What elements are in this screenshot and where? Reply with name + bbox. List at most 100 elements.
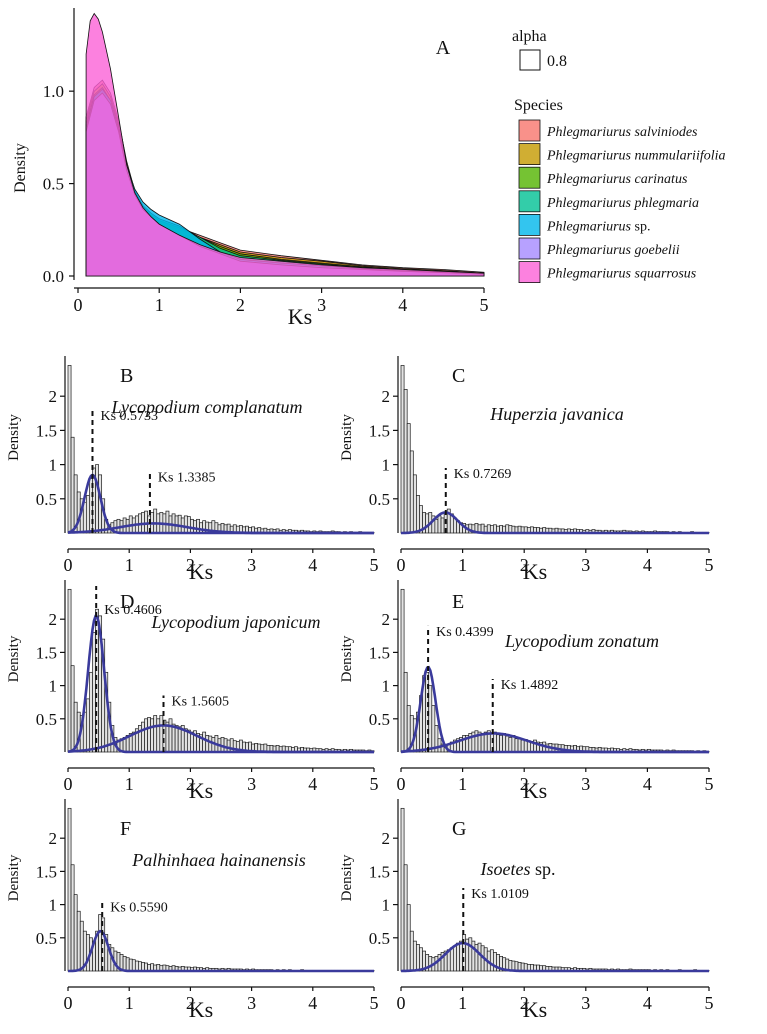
histogram-bar: [400, 807, 405, 972]
panel-a-x-tick-label-2: 2: [236, 295, 245, 315]
histogram-bar: [168, 718, 173, 753]
histogram-bar: [79, 920, 84, 972]
x-tick-label-2: 2: [520, 993, 529, 1013]
x-tick-label-3: 3: [581, 993, 590, 1013]
histogram-bar: [147, 717, 151, 753]
histogram-bar: [493, 952, 497, 972]
density-area-6: [85, 12, 485, 277]
histogram-bar: [199, 522, 203, 534]
peak-label-1: Ks 1.5605: [172, 695, 230, 710]
histogram-bar: [416, 495, 420, 534]
histogram-bar: [156, 718, 161, 753]
x-tick-label-5: 5: [370, 993, 379, 1013]
histogram-bar: [67, 807, 72, 972]
panel-label-a: A: [436, 37, 451, 59]
x-tick-label-3: 3: [247, 774, 256, 794]
x-tick-label-4: 4: [643, 993, 652, 1013]
histogram-bar: [419, 947, 423, 972]
panel-a: 0 1 2 3 4 5 0.0 0.5 1.0 Ks Density A: [12, 8, 489, 329]
histogram-bar: [67, 588, 72, 753]
histogram-bar: [177, 726, 182, 753]
histogram-bar: [416, 944, 420, 972]
x-tick-label-1: 1: [458, 555, 467, 575]
legend-label-3: Phlegmariurus phlegmaria: [546, 196, 699, 211]
y-axis-label: Density: [6, 854, 22, 901]
x-tick-label-0: 0: [64, 993, 73, 1013]
y-tick-label-1: 1: [382, 456, 391, 475]
histogram-bar: [186, 516, 191, 534]
panel-a-y-tick-label-0: 0.0: [43, 267, 64, 286]
histogram-bar: [440, 517, 445, 534]
histogram-bar: [153, 508, 158, 534]
histogram-bar: [150, 718, 155, 753]
panel-label: D: [120, 591, 134, 613]
x-tick-label-2: 2: [186, 555, 195, 575]
peak-label-0: Ks 0.4399: [436, 625, 494, 640]
legend-label-0: Phlegmariurus salviniodes: [546, 125, 698, 140]
x-axis-label: Ks: [523, 778, 547, 803]
x-tick-label-2: 2: [520, 555, 529, 575]
panel-a-x-tick-label-5: 5: [480, 295, 489, 315]
histogram-bar: [453, 945, 457, 972]
histogram-bar: [144, 718, 148, 753]
y-tick-label-3: 2: [49, 610, 58, 629]
histogram-bar: [434, 518, 439, 534]
legend-swatch-2: [518, 166, 541, 189]
histogram-bar: [141, 721, 145, 753]
y-tick-label-1: 1: [382, 896, 391, 915]
legend-alpha-value: 0.8: [547, 53, 567, 70]
y-tick-label-0: 0.5: [369, 710, 390, 729]
y-axis-label: Density: [339, 414, 355, 461]
species-name: Lycopodium japonicum: [151, 612, 321, 632]
x-tick-label-5: 5: [370, 555, 379, 575]
histogram-bar: [144, 510, 148, 534]
y-tick-label-2: 1.5: [369, 421, 390, 440]
peak-label-0: Ks 0.5590: [110, 900, 168, 915]
y-axis-label: Density: [6, 414, 22, 461]
histogram-bar: [131, 959, 136, 972]
histogram-bar: [425, 513, 430, 534]
y-axis-label: Density: [339, 854, 355, 901]
x-tick-label-0: 0: [397, 555, 406, 575]
x-tick-label-3: 3: [581, 555, 590, 575]
fitted-component-1: [401, 732, 709, 754]
y-tick-label-1: 1: [49, 896, 58, 915]
histogram-bar: [92, 632, 96, 753]
peak-label-0: Ks 0.4606: [104, 603, 162, 618]
fitted-component-0: [400, 941, 709, 973]
histogram-bar: [70, 436, 75, 534]
histogram-bar: [480, 733, 485, 753]
histogram-bar: [67, 365, 72, 534]
histogram-bar: [153, 715, 158, 753]
x-tick-label-1: 1: [458, 774, 467, 794]
histogram-bar: [517, 738, 522, 753]
legend-swatch-1: [518, 143, 541, 166]
y-tick-label-3: 2: [382, 610, 391, 629]
panel-label: G: [452, 818, 466, 840]
fitted-component-1: [68, 724, 374, 754]
histogram-bar: [226, 739, 231, 753]
histogram-bar: [202, 731, 207, 753]
x-tick-label-2: 2: [520, 774, 529, 794]
species-name: Palhinhaea hainanensis: [131, 850, 306, 870]
y-tick-label-0: 0.5: [369, 490, 390, 509]
x-tick-label-3: 3: [247, 555, 256, 575]
histogram-bar: [86, 495, 90, 534]
x-tick-label-0: 0: [64, 555, 73, 575]
histogram-bar: [86, 698, 90, 753]
histogram-bar: [208, 735, 213, 753]
x-tick-label-1: 1: [125, 555, 134, 575]
legend-alpha-key: [519, 49, 541, 71]
histogram-bar: [406, 705, 411, 753]
histogram-bar: [171, 723, 176, 753]
histogram-bar: [165, 510, 170, 534]
legend-swatch-5: [518, 237, 541, 260]
histogram-bar: [89, 671, 93, 753]
y-tick-label-3: 2: [49, 387, 58, 406]
y-tick-label-3: 2: [382, 829, 391, 848]
